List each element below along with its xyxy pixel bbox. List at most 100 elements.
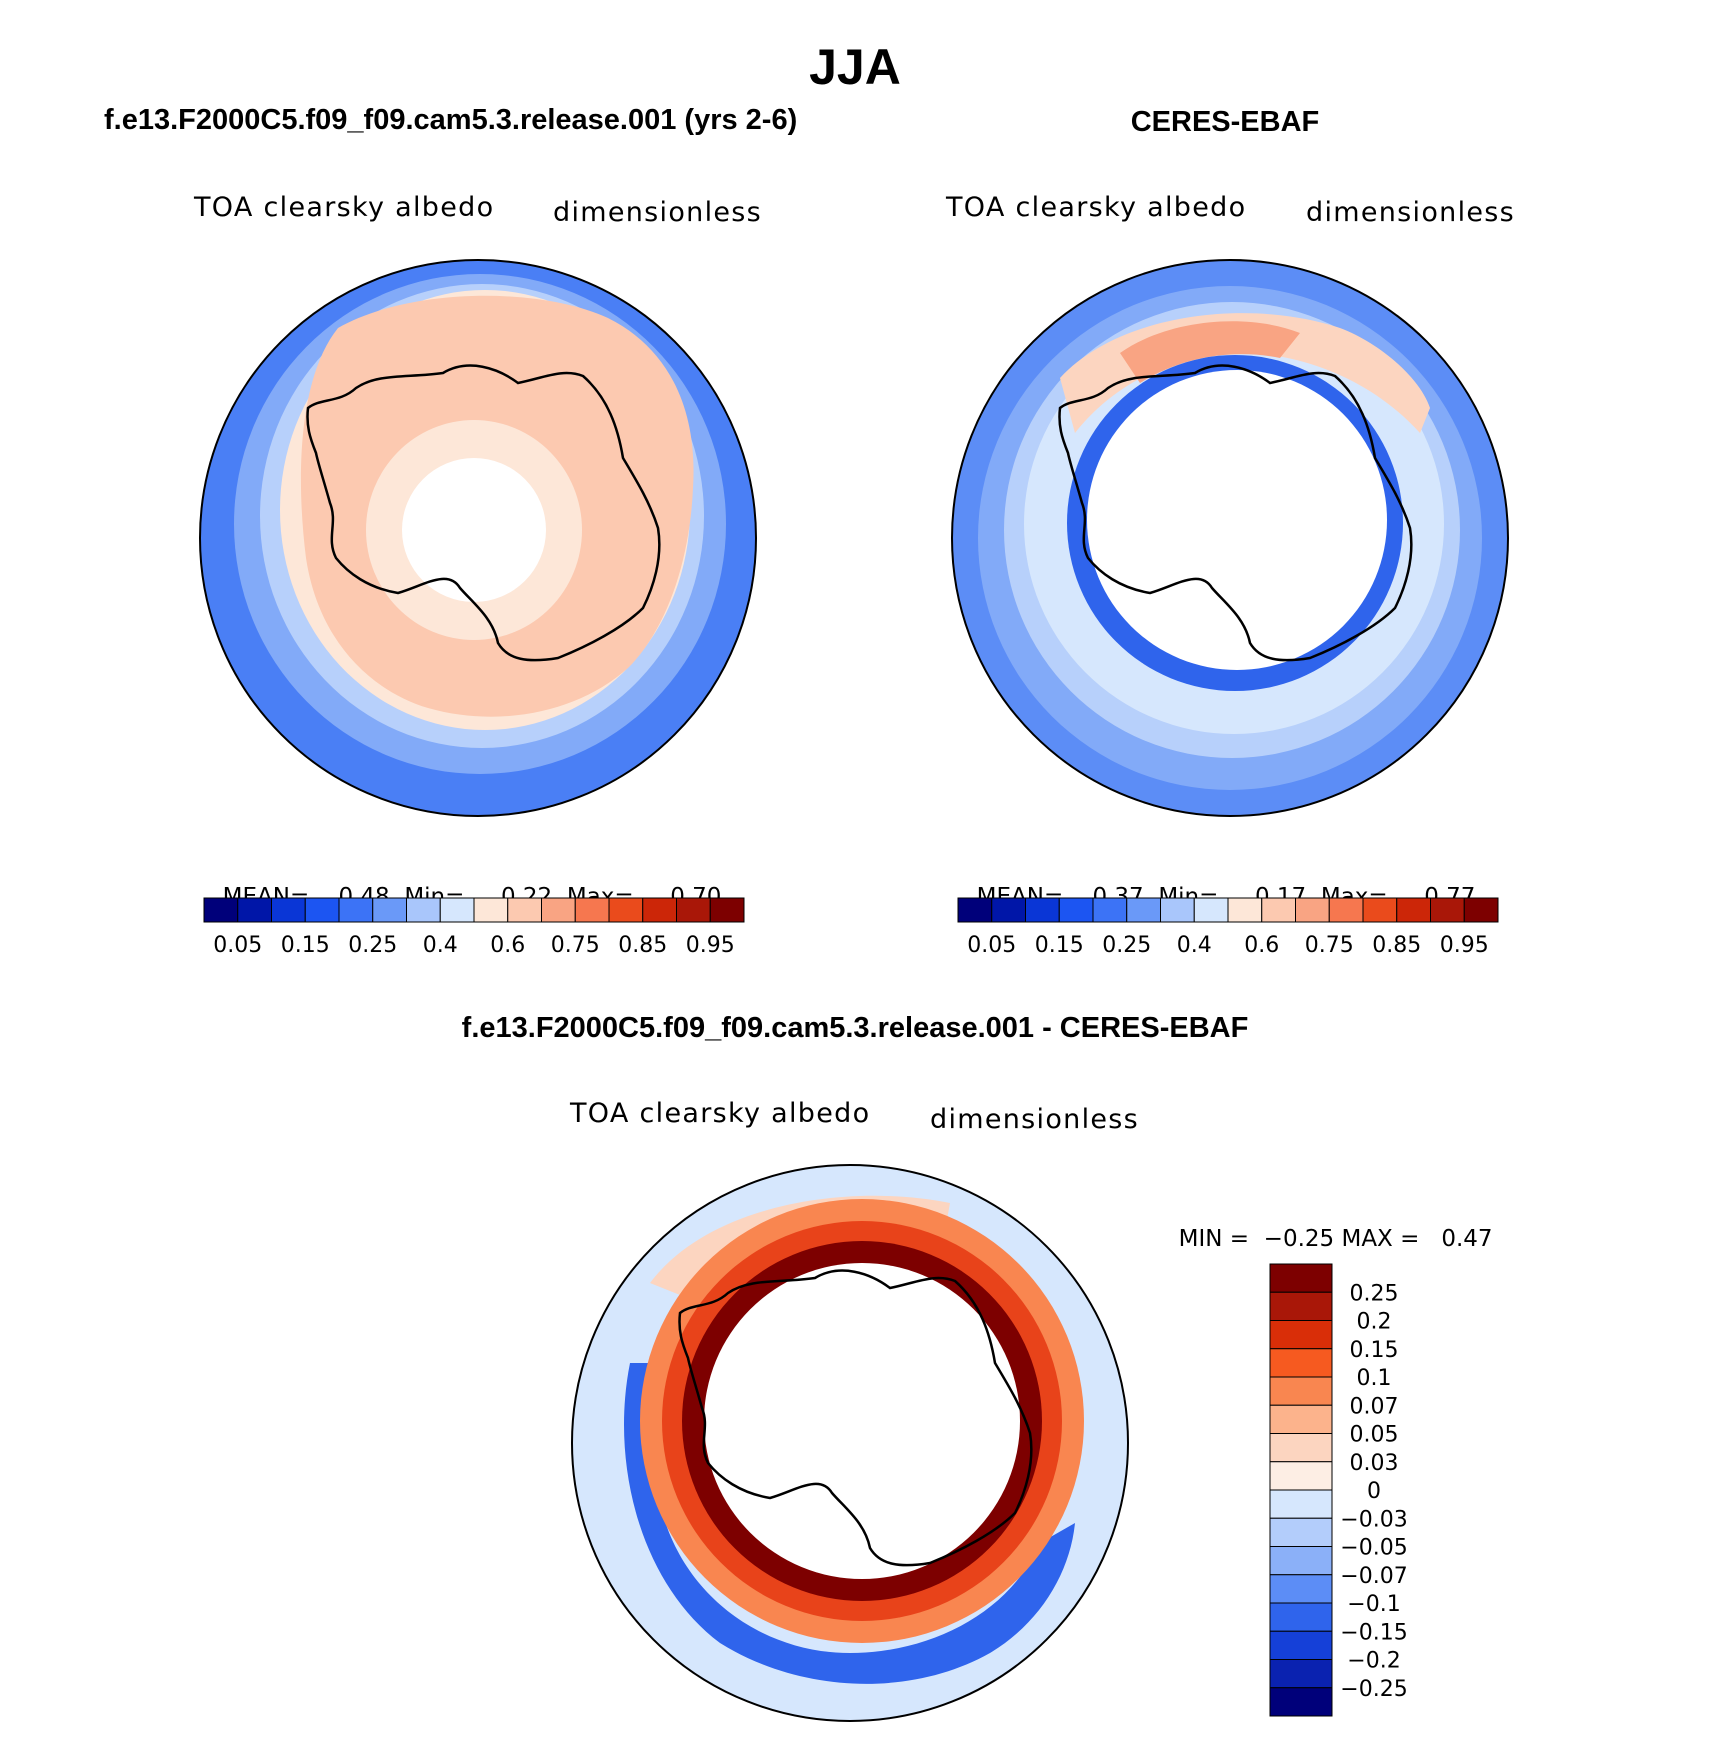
model-colorbar: 0.05 0.15 0.25 0.4 0.6 0.75 0.85 0.95 [203, 897, 745, 958]
map-fill-band [1120, 321, 1300, 383]
colorbar-tick-label: −0.03 [1340, 1507, 1407, 1532]
model-units-label: dimensionless [553, 197, 763, 228]
colorbar-tick-label: 0.75 [551, 933, 600, 958]
colorbar-swatch [1328, 897, 1364, 923]
colorbar-swatch [1269, 1376, 1333, 1406]
colorbar-swatch [991, 897, 1026, 923]
colorbar-swatch [709, 897, 745, 923]
colorbar-tick-label: 0.1 [1357, 1366, 1392, 1391]
colorbar-swatch [338, 897, 374, 923]
colorbar-swatch [1396, 897, 1431, 923]
diff-units-label: dimensionless [930, 1104, 1140, 1135]
max-label: MAX = [1341, 1226, 1420, 1252]
colorbar-tick-label: 0.15 [1035, 933, 1084, 958]
max-value: 0.47 [1441, 1226, 1493, 1252]
colorbar-swatch [541, 897, 576, 923]
colorbar-swatch [1269, 1433, 1333, 1463]
colorbar-swatch [1362, 897, 1398, 923]
colorbar-swatch [439, 897, 475, 923]
diff-polar-map [571, 1164, 1129, 1722]
colorbar-tick-label: 0.6 [490, 933, 525, 958]
map-no-data-hole [1087, 370, 1387, 670]
model-panel-title: f.e13.F2000C5.f09_f09.cam5.3.release.001… [104, 104, 798, 136]
colorbar-swatch [1463, 897, 1499, 923]
colorbar-tick-label: 0.4 [423, 933, 458, 958]
colorbar-swatch [1269, 1404, 1333, 1434]
colorbar-tick-label: 0.25 [1350, 1281, 1399, 1306]
map-no-data-hole [402, 458, 546, 602]
colorbar-swatch [237, 897, 272, 923]
colorbar-tick-label: 0.6 [1244, 933, 1279, 958]
colorbar-swatch [304, 897, 340, 923]
colorbar-tick-label: 0.2 [1357, 1310, 1392, 1335]
model-polar-map [199, 259, 757, 817]
colorbar-swatch [1269, 1574, 1333, 1604]
map-no-data-hole [704, 1263, 1020, 1579]
antarctica-coastline [306, 364, 661, 662]
colorbar-swatch [473, 897, 509, 923]
colorbar-tick-label: 0.75 [1305, 933, 1354, 958]
colorbar-swatch [676, 897, 711, 923]
obs-variable-label: TOA clearsky albedo [946, 192, 1247, 223]
colorbar-tick-label: −0.07 [1340, 1564, 1407, 1589]
diff-panel-title: f.e13.F2000C5.f09_f09.cam5.3.release.001… [461, 1012, 1249, 1044]
colorbar-swatch [574, 897, 610, 923]
colorbar-tick-label: 0.07 [1350, 1394, 1399, 1419]
colorbar-tick-label: 0.25 [1102, 933, 1151, 958]
obs-polar-map [951, 259, 1509, 817]
colorbar-swatch [1227, 897, 1263, 923]
colorbar-swatch [957, 897, 993, 923]
colorbar-swatch [1025, 897, 1060, 923]
colorbar-tick-label: 0.4 [1177, 933, 1212, 958]
colorbar-tick-label: −0.05 [1340, 1536, 1407, 1561]
main-title: JJA [809, 39, 901, 95]
model-variable-label: TOA clearsky albedo [194, 192, 495, 223]
colorbar-swatch [1126, 897, 1161, 923]
colorbar-swatch [1269, 1263, 1333, 1293]
obs-panel-title: CERES-EBAF [1130, 106, 1320, 138]
colorbar-swatch [406, 897, 441, 923]
colorbar-swatch [1295, 897, 1330, 923]
diff-colorbar: 0.25 0.2 0.15 0.1 0.07 0.05 0.03 0 −0.03 −0.05 −0.… [1269, 1263, 1408, 1717]
min-value: −0.25 [1263, 1226, 1335, 1252]
colorbar-swatch [372, 897, 407, 923]
diff-variable-label: TOA clearsky albedo [570, 1098, 871, 1129]
colorbar-tick-label: 0.05 [967, 933, 1016, 958]
map-border [199, 259, 757, 817]
antarctica-coastline [678, 1269, 1033, 1567]
map-border [951, 259, 1509, 817]
obs-colorbar: 0.05 0.15 0.25 0.4 0.6 0.75 0.85 0.95 [957, 897, 1499, 958]
colorbar-swatch [608, 897, 644, 923]
colorbar-swatch [1092, 897, 1128, 923]
colorbar-tick-label: 0.05 [213, 933, 262, 958]
colorbar-swatch [1269, 1291, 1333, 1321]
colorbar-swatch [1193, 897, 1229, 923]
colorbar-swatch [507, 897, 542, 923]
colorbar-tick-label: 0.15 [281, 933, 330, 958]
min-label: MIN = [1178, 1226, 1250, 1252]
obs-units-label: dimensionless [1306, 197, 1516, 228]
colorbar-swatch [642, 897, 677, 923]
colorbar-tick-label: 0.95 [1440, 933, 1489, 958]
colorbar-swatch [1058, 897, 1094, 923]
colorbar-swatch [203, 897, 239, 923]
colorbar-swatch [271, 897, 306, 923]
colorbar-tick-label: 0.85 [1372, 933, 1421, 958]
diff-stats: MIN = −0.25 MAX = 0.47 [1164, 1200, 1493, 1252]
colorbar-tick-label: −0.15 [1340, 1620, 1407, 1645]
colorbar-tick-label: 0.15 [1350, 1338, 1399, 1363]
colorbar-swatch [1269, 1461, 1333, 1491]
colorbar-tick-label: 0.03 [1350, 1451, 1399, 1476]
colorbar-swatch [1269, 1546, 1333, 1576]
colorbar-swatch [1269, 1348, 1333, 1378]
colorbar-swatch [1160, 897, 1195, 923]
colorbar-swatch [1269, 1602, 1333, 1632]
colorbar-tick-label: 0.25 [348, 933, 397, 958]
colorbar-swatch [1269, 1320, 1333, 1350]
colorbar-tick-label: 0.95 [686, 933, 735, 958]
colorbar-swatch [1261, 897, 1296, 923]
colorbar-tick-label: 0.05 [1350, 1423, 1399, 1448]
colorbar-swatch [1269, 1659, 1333, 1689]
colorbar-swatch [1269, 1630, 1333, 1660]
colorbar-swatch [1430, 897, 1465, 923]
